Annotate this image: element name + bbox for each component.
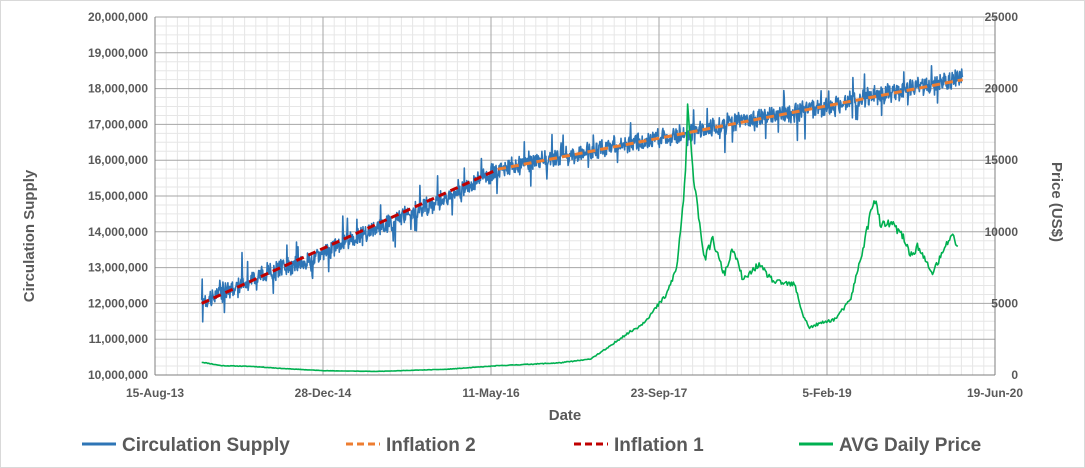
series-layer [200, 65, 964, 373]
y2-axis-title: Price (US$) [1048, 162, 1065, 242]
y2-tick-label: 15000 [985, 153, 1019, 167]
y-tick-label: 11,000,000 [89, 332, 149, 346]
y-tick-label: 10,000,000 [88, 368, 148, 382]
x-tick-label: 15-Aug-13 [126, 386, 184, 400]
series-line-avg-daily-price [201, 103, 959, 373]
legend-label: Circulation Supply [122, 435, 290, 456]
x-axis-title: Date [549, 407, 582, 424]
legend: Circulation Supply Inflation 2 Inflation 1… [82, 435, 981, 456]
grid [154, 16, 996, 376]
legend-label: AVG Daily Price [839, 435, 981, 456]
y-tick-label: 18,000,000 [88, 82, 148, 96]
y-tick-label: 19,000,000 [88, 46, 148, 60]
y-tick-label: 14,000,000 [88, 225, 148, 239]
series-line-inflation-2 [497, 78, 963, 171]
y-tick-label: 15,000,000 [88, 189, 148, 203]
legend-label: Inflation 2 [386, 435, 476, 456]
x-tick-label: 28-Dec-14 [295, 386, 352, 400]
y-tick-label: 17,000,000 [88, 117, 148, 131]
y2-tick-label: 5000 [991, 296, 1018, 310]
y-tick-label: 13,000,000 [88, 261, 148, 275]
y-tick-label: 12,000,000 [88, 296, 148, 310]
y2-tick-label: 0 [1011, 368, 1018, 382]
series-line-circulation-supply [200, 65, 964, 323]
legend-label: Inflation 1 [614, 435, 704, 456]
y-tick-label: 16,000,000 [88, 153, 148, 167]
series-line-inflation-1 [201, 167, 499, 305]
x-tick-label: 19-Jun-20 [967, 386, 1023, 400]
x-tick-label: 5-Feb-19 [802, 386, 852, 400]
y2-tick-label: 10000 [985, 225, 1019, 239]
x-tick-label: 11-May-16 [462, 386, 520, 400]
y-tick-label: 20,000,000 [88, 10, 148, 24]
y2-tick-label: 25000 [985, 10, 1019, 24]
x-tick-label: 23-Sep-17 [631, 386, 688, 400]
axes: 15-Aug-13 28-Dec-14 11-May-16 23-Sep-17 5-Fe… [88, 10, 1023, 400]
y2-tick-label: 20000 [985, 82, 1019, 96]
y-axis-title: Circulation Supply [21, 169, 38, 302]
